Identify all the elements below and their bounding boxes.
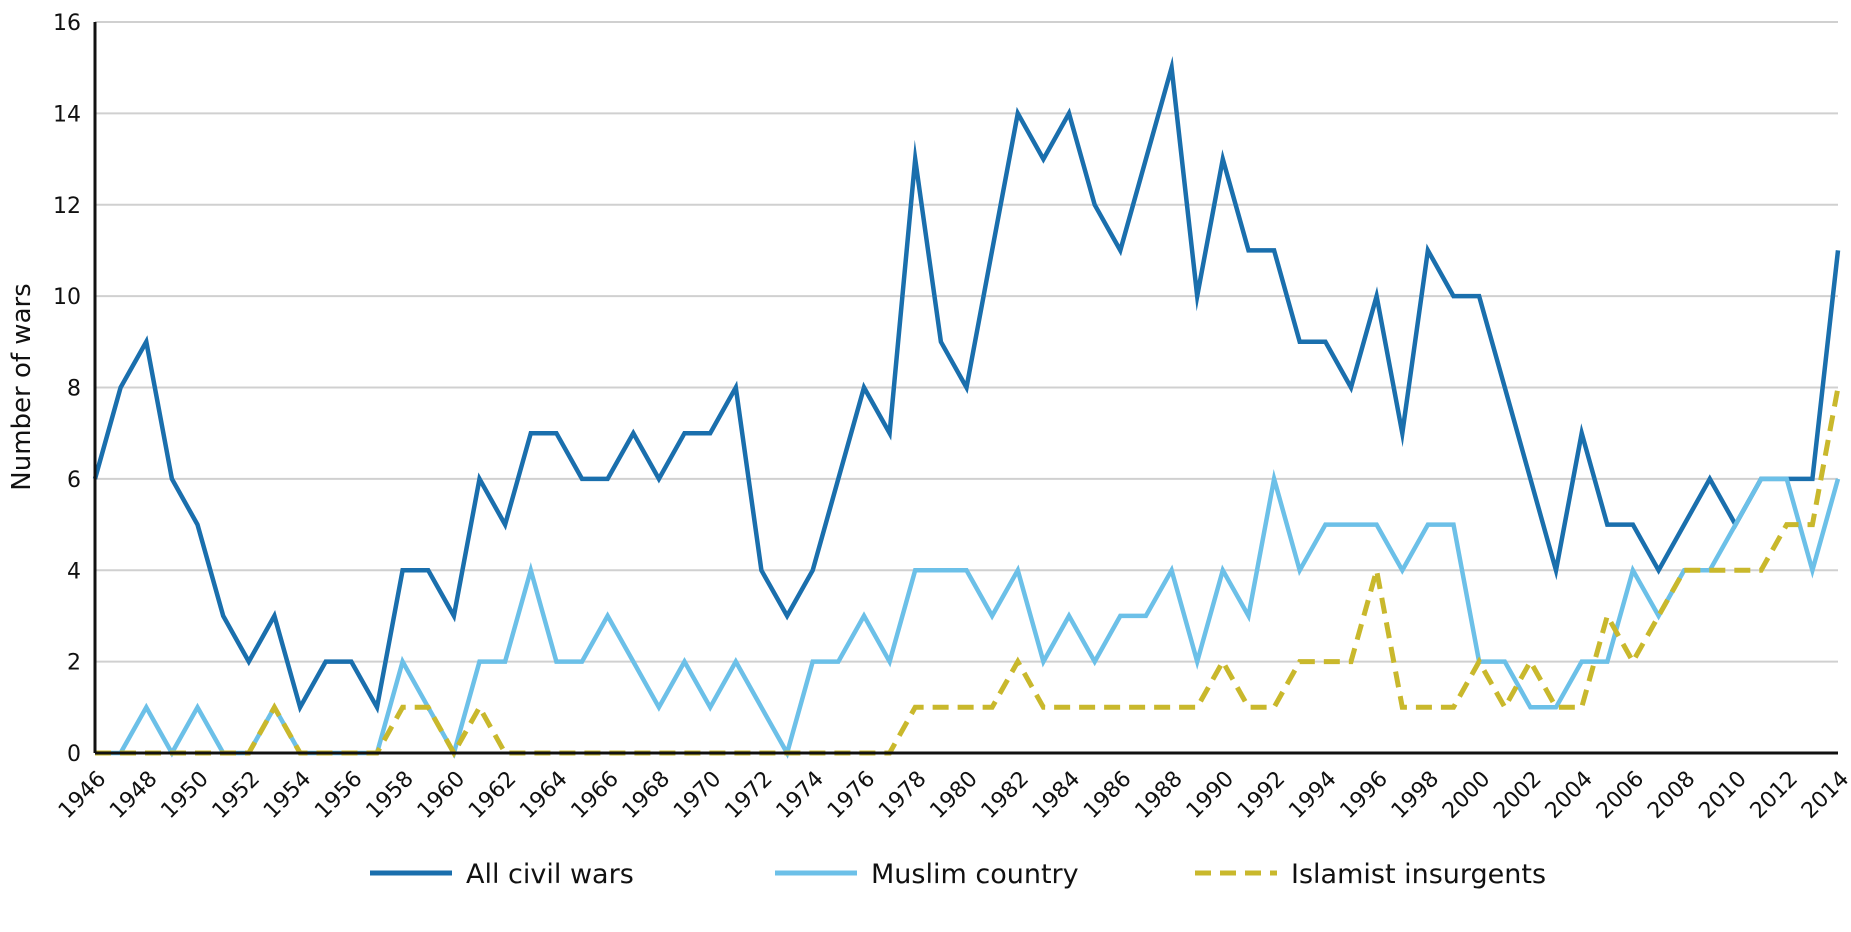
x-tick-label: 1954 (259, 767, 316, 824)
x-tick-label: 1948 (105, 767, 162, 824)
x-tick-label: 2008 (1643, 767, 1700, 824)
x-tick-label: 2010 (1694, 767, 1751, 824)
x-tick-label: 1988 (1131, 767, 1188, 824)
x-tick-label: 1950 (156, 767, 213, 824)
x-tick-label: 1956 (310, 767, 367, 824)
x-tick-label: 1982 (977, 767, 1034, 824)
x-tick-label: 1978 (874, 767, 931, 824)
x-tick-labels: 1946194819501952195419561958196019621964… (54, 767, 1851, 824)
x-tick-label: 1970 (669, 767, 726, 824)
x-tick-label: 2012 (1746, 767, 1803, 824)
x-tick-label: 1990 (1182, 767, 1239, 824)
y-tick-label: 4 (67, 559, 81, 584)
x-tick-label: 1958 (362, 767, 419, 824)
x-tick-label: 2006 (1592, 767, 1649, 824)
x-tick-label: 1996 (1336, 767, 1393, 824)
series-line-0 (92, 55, 1841, 714)
x-tick-label: 1974 (772, 767, 829, 824)
x-tick-label: 1992 (1233, 767, 1290, 824)
x-tick-label: 1952 (208, 767, 265, 824)
x-tick-label: 1980 (925, 767, 982, 824)
legend-label: Islamist insurgents (1291, 859, 1546, 890)
series-lines (92, 55, 1841, 759)
x-tick-label: 2014 (1797, 767, 1851, 824)
x-tick-label: 1984 (1028, 767, 1085, 824)
y-tick-label: 6 (67, 468, 81, 493)
legend-label: Muslim country (871, 859, 1079, 890)
x-tick-label: 1976 (823, 767, 880, 824)
gridlines (95, 21, 1838, 663)
legend-label: All civil wars (466, 859, 634, 890)
x-tick-label: 1994 (1284, 767, 1341, 824)
y-tick-label: 12 (53, 194, 81, 219)
x-tick-label: 1946 (54, 767, 111, 824)
y-tick-label: 0 (67, 742, 81, 767)
x-tick-label: 1986 (1079, 767, 1136, 824)
x-tick-label: 2000 (1438, 767, 1495, 824)
x-tick-label: 1968 (618, 767, 675, 824)
y-tick-label: 16 (53, 11, 81, 36)
legend: All civil wars Muslim country Islamist ins… (370, 859, 1546, 890)
y-axis-label: Number of wars (7, 283, 37, 490)
y-tick-label: 10 (53, 285, 81, 310)
series-line-2 (95, 387, 1841, 759)
y-tick-label: 2 (67, 651, 81, 676)
series-line-1 (95, 468, 1841, 759)
y-tick-label: 8 (67, 377, 81, 402)
x-tick-label: 1998 (1387, 767, 1444, 824)
x-tick-label: 1972 (720, 767, 777, 824)
y-tick-label: 14 (53, 102, 81, 127)
x-tick-label: 2002 (1489, 767, 1546, 824)
x-tick-label: 1960 (413, 767, 470, 824)
x-tick-label: 1962 (464, 767, 521, 824)
y-tick-labels: 0 2 4 6 8 10 12 14 16 (53, 11, 81, 767)
x-tick-label: 2004 (1541, 767, 1598, 824)
x-tick-label: 1966 (567, 767, 624, 824)
x-tick-label: 1964 (515, 767, 572, 824)
